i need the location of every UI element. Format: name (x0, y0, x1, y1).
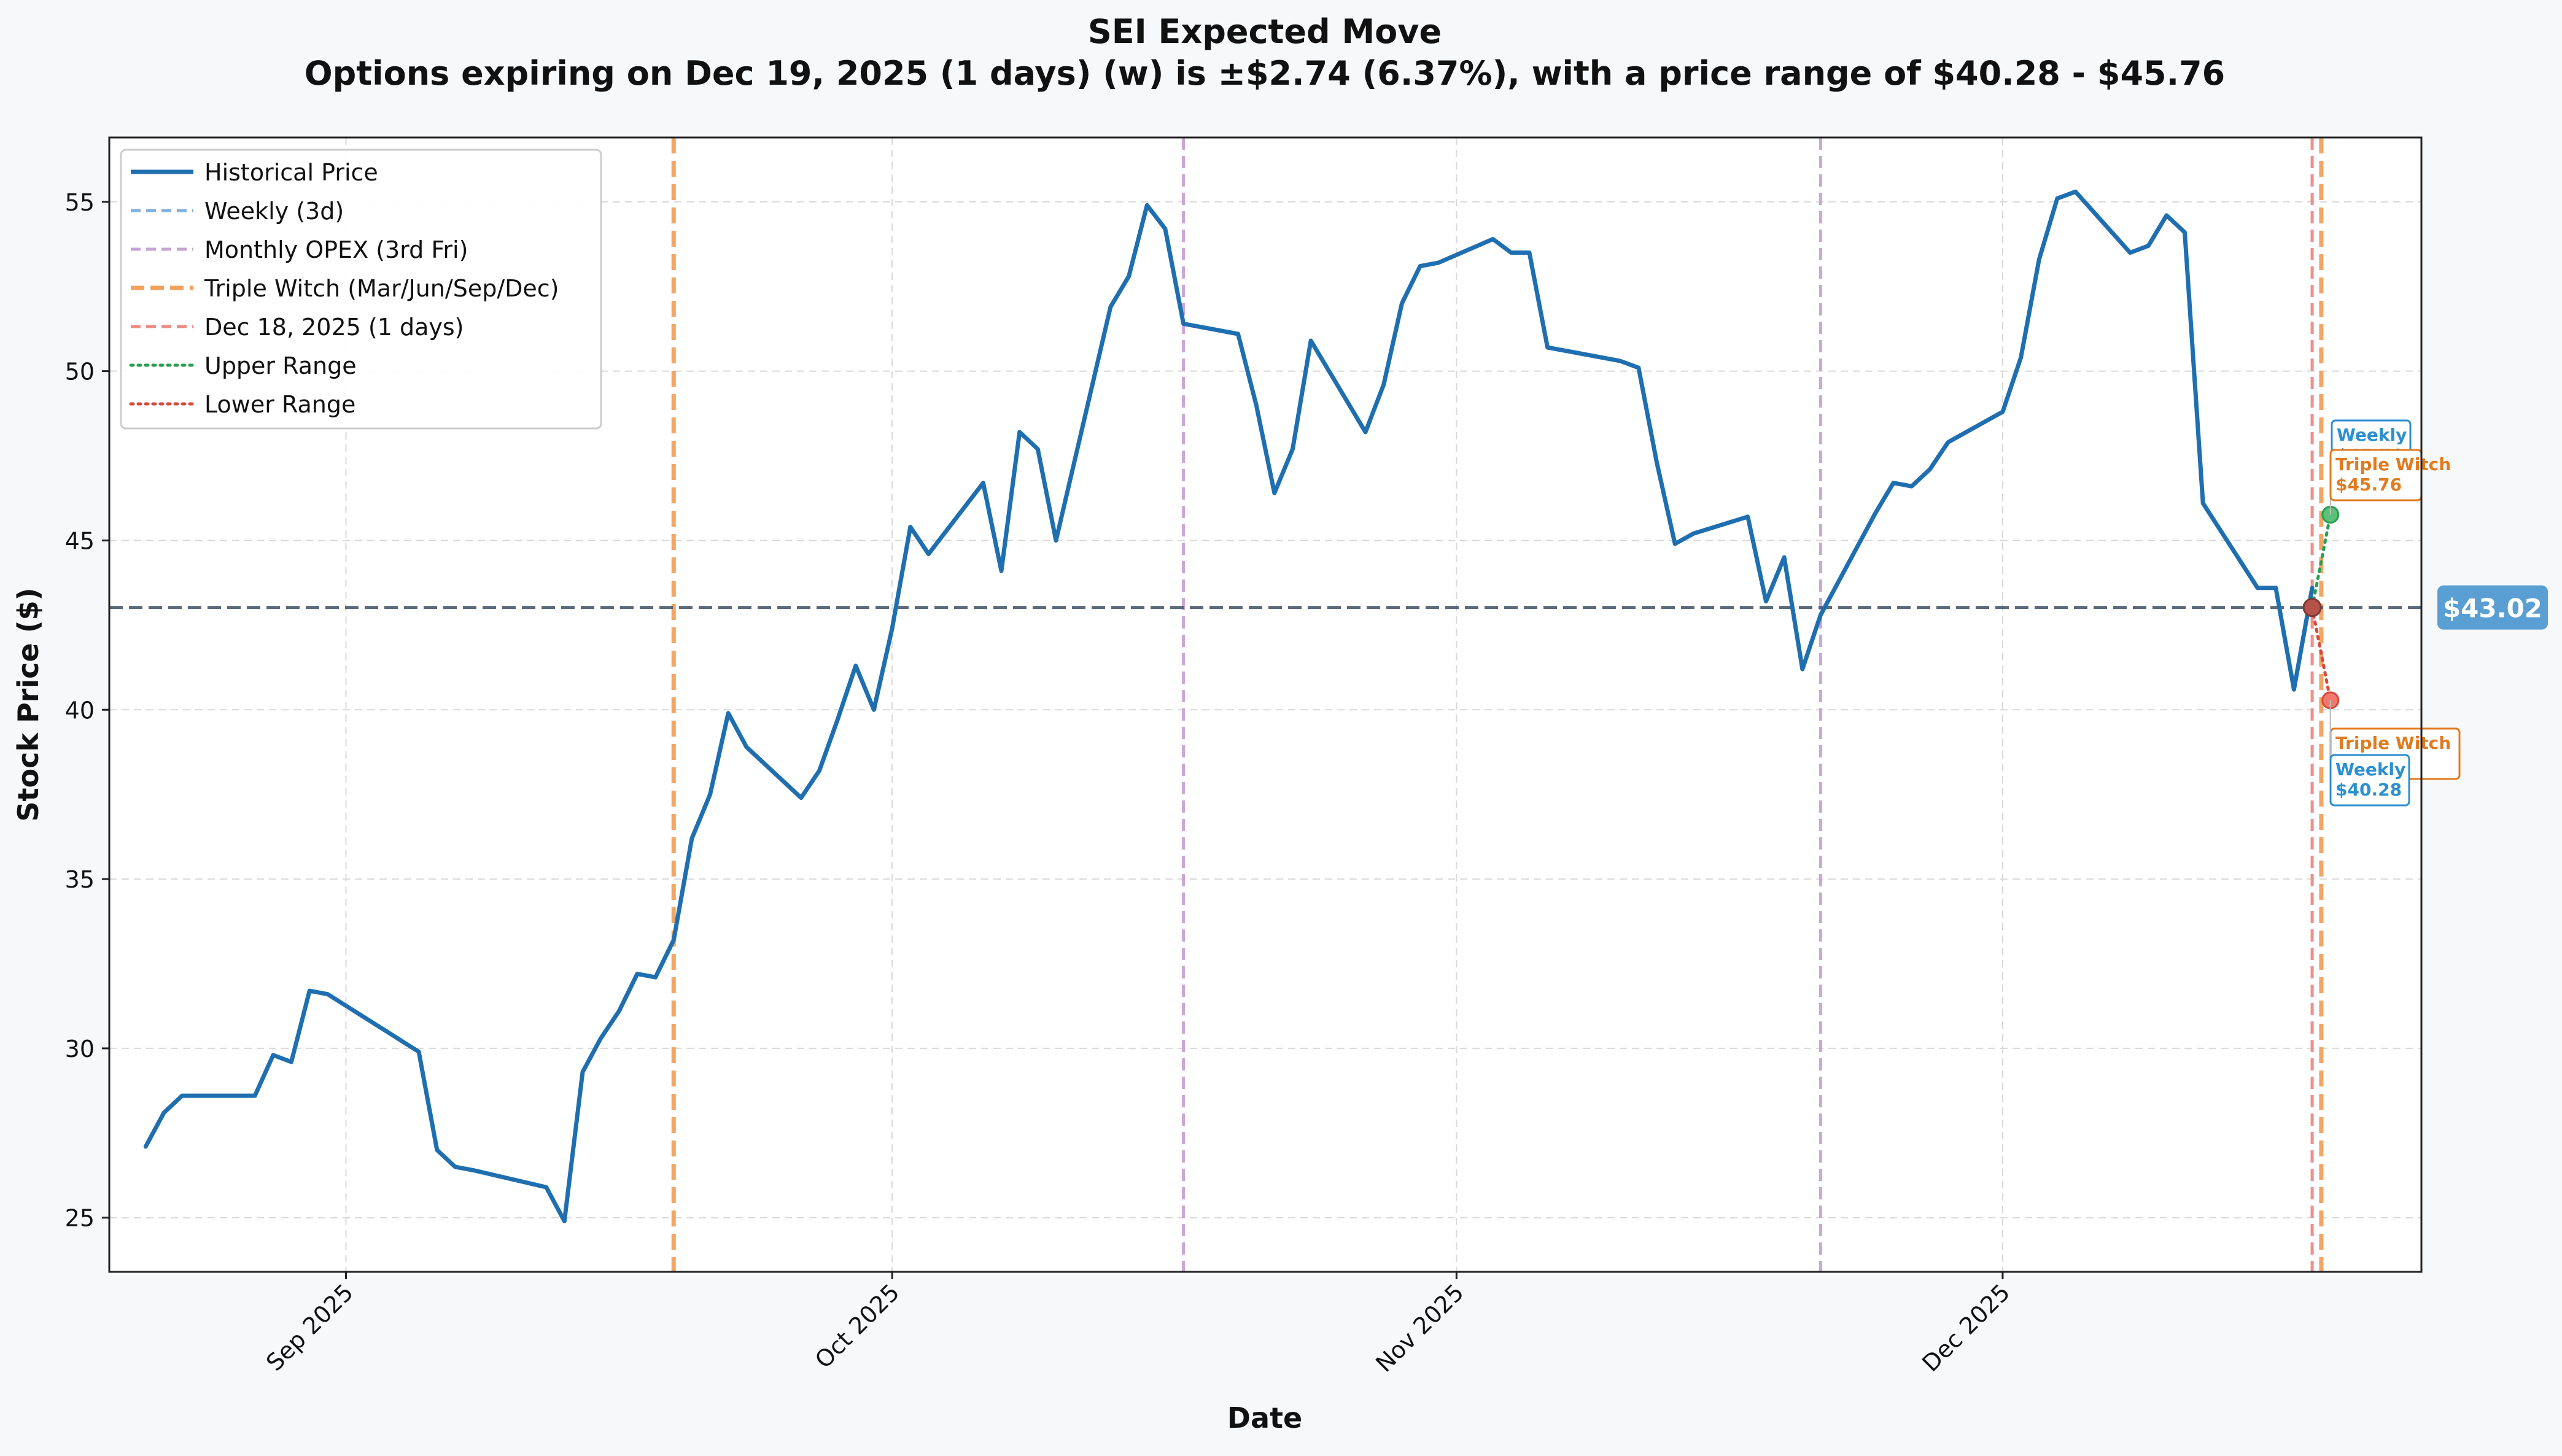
y-tick-label: 35 (65, 866, 95, 893)
legend-label: Dec 18, 2025 (1 days) (204, 314, 464, 341)
annotation-value: $40.28 (2335, 780, 2402, 800)
y-tick-label: 25 (65, 1205, 95, 1232)
current-price-marker (2304, 599, 2321, 616)
y-tick-label: 45 (65, 527, 95, 554)
x-tick-label: Dec 2025 (1917, 1279, 2015, 1377)
y-tick-label: 30 (65, 1036, 95, 1063)
annotation-title: Triple Witch (2335, 454, 2451, 474)
current-price-label: $43.02 (2443, 594, 2542, 624)
x-tick-label: Oct 2025 (810, 1279, 905, 1374)
legend-label: Monthly OPEX (3rd Fri) (204, 236, 468, 263)
x-tick-label: Nov 2025 (1370, 1279, 1469, 1377)
x-tick-label: Sep 2025 (261, 1279, 359, 1376)
legend-label: Weekly (3d) (204, 198, 344, 225)
legend: Historical Price Weekly (3d) Monthly OPEX … (121, 150, 601, 428)
annotation-title: Weekly (2335, 759, 2405, 780)
annotation-title: Weekly (2337, 425, 2407, 445)
x-axis-label: Date (1227, 1401, 1302, 1435)
chart-subtitle: Options expiring on Dec 19, 2025 (1 days… (305, 54, 2226, 93)
annotation-title: Triple Witch (2335, 733, 2451, 753)
y-tick-label: 40 (65, 697, 95, 724)
y-tick-label: 55 (65, 189, 95, 216)
annotation-value: $45.76 (2335, 474, 2402, 495)
legend-label: Triple Witch (Mar/Jun/Sep/Dec) (204, 275, 559, 302)
y-tick-label: 50 (65, 358, 95, 385)
legend-label: Upper Range (204, 352, 357, 379)
legend-label: Lower Range (204, 391, 355, 418)
chart-title: SEI Expected Move (1088, 12, 1442, 51)
legend-label: Historical Price (204, 159, 378, 186)
y-axis-label: Stock Price ($) (12, 587, 45, 821)
